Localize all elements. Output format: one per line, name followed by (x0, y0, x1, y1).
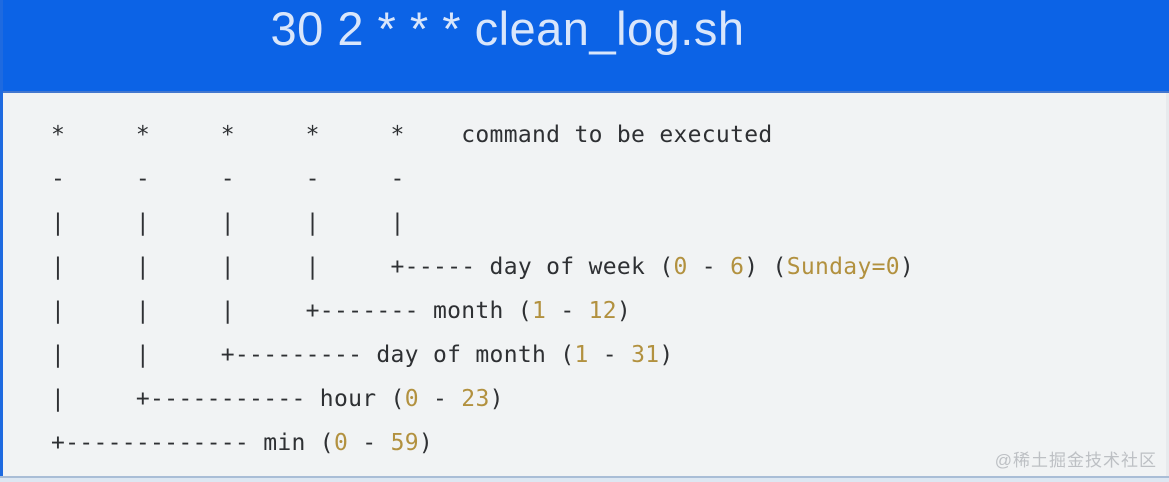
diagram-line: * * * * * command to be executed (51, 113, 914, 157)
cron-expression-title: 30 2 * * * clean_log.sh (270, 2, 745, 55)
bottom-border (0, 476, 1169, 482)
diagram-segment-dark: | | | +------- month ( (51, 298, 533, 324)
diagram-line: | | | +------- month (1 - 12) (51, 289, 914, 333)
right-border (1166, 93, 1169, 482)
diagram-segment-dark: +------------- min ( (51, 430, 334, 456)
diagram-panel: * * * * * command to be executed - - - - … (0, 93, 1169, 482)
diagram-segment-dark: | | | | +----- day of week ( (51, 254, 674, 280)
diagram-segment-dark: - (687, 254, 731, 280)
diagram-segment-dark: ) ( (744, 254, 787, 280)
diagram-segment-dark: ) (489, 386, 504, 412)
diagram-line: +------------- min (0 - 59) (51, 421, 914, 465)
diagram-segment-gold: 0 (404, 386, 419, 412)
diagram-segment-gold: 12 (588, 298, 617, 324)
diagram-line: - - - - - (51, 157, 914, 201)
diagram-segment-gold: 59 (390, 430, 419, 456)
diagram-segment-dark: | | +--------- day of month ( (51, 342, 575, 368)
diagram-segment-gold: 0 (333, 430, 349, 456)
diagram-segment-dark: ) (659, 342, 674, 368)
diagram-segment-dark: ) (418, 430, 434, 456)
title-banner: 30 2 * * * clean_log.sh (0, 0, 1169, 93)
diagram-segment-dark: - (348, 430, 391, 456)
diagram-segment-gold: 1 (532, 298, 547, 324)
diagram-segment-dark: ) (616, 298, 632, 324)
diagram-segment-gold: 6 (730, 254, 745, 280)
left-border (0, 0, 3, 482)
diagram-segment-dark: - (418, 386, 462, 412)
diagram-segment-gold: 23 (461, 386, 490, 412)
diagram-segment-gold: 31 (631, 342, 660, 368)
diagram-line: | | +--------- day of month (1 - 31) (51, 333, 914, 377)
diagram-line: | +----------- hour (0 - 23) (51, 377, 914, 421)
watermark: @稀土掘金技术社区 (994, 451, 1157, 470)
diagram-segment-dark: ) (899, 254, 915, 280)
diagram-segment-dark: | | | | | (51, 210, 405, 236)
diagram-segment-dark: | +----------- hour ( (51, 386, 405, 412)
diagram-segment-gold: 1 (574, 342, 589, 368)
diagram-segment-dark: - (546, 298, 589, 324)
cron-field-diagram: * * * * * command to be executed - - - - … (51, 113, 914, 465)
diagram-segment-dark: - - - - - (51, 166, 405, 192)
diagram-segment-dark: - (588, 342, 632, 368)
diagram-segment-dark: * * * * * command to be executed (51, 122, 773, 148)
diagram-segment-gold: Sunday=0 (786, 254, 900, 280)
diagram-line: | | | | +----- day of week (0 - 6) (Sund… (51, 245, 914, 289)
diagram-line: | | | | | (51, 201, 914, 245)
diagram-segment-gold: 0 (673, 254, 688, 280)
